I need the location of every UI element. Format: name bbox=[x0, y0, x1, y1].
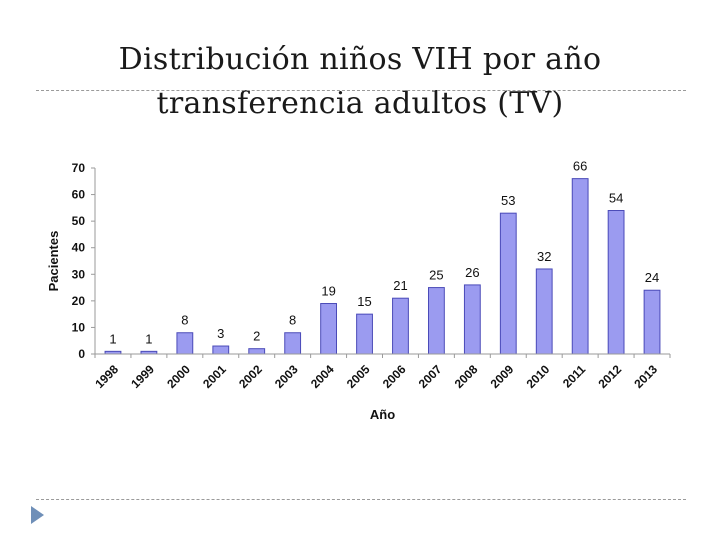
footer-divider bbox=[36, 499, 686, 500]
data-label-2005: 15 bbox=[357, 294, 371, 309]
y-tick-label: 0 bbox=[78, 347, 85, 361]
bar-2012 bbox=[607, 210, 625, 355]
data-label-2009: 53 bbox=[501, 193, 515, 208]
x-tick-label-2012: 2012 bbox=[595, 362, 624, 391]
data-label-2013: 24 bbox=[645, 270, 659, 285]
data-label-2004: 19 bbox=[321, 284, 335, 299]
data-label-2001: 3 bbox=[217, 326, 224, 341]
bar-2013 bbox=[643, 289, 661, 355]
x-axis-label: Año bbox=[370, 407, 395, 422]
bar-2007 bbox=[428, 287, 445, 355]
x-tick-label-2010: 2010 bbox=[524, 362, 553, 391]
data-label-2012: 54 bbox=[609, 191, 623, 206]
data-label-2003: 8 bbox=[289, 313, 296, 328]
bar-2004 bbox=[320, 303, 337, 355]
y-tick-label: 10 bbox=[72, 320, 86, 334]
x-tick-label-2000: 2000 bbox=[164, 362, 193, 391]
next-slide-arrow-icon[interactable] bbox=[31, 506, 44, 524]
data-label-1999: 1 bbox=[145, 331, 152, 346]
data-label-2011: 66 bbox=[573, 159, 587, 174]
data-label-1998: 1 bbox=[109, 331, 116, 346]
y-tick-label: 50 bbox=[72, 214, 86, 228]
x-tick-label-2009: 2009 bbox=[488, 362, 517, 391]
bar-2006 bbox=[392, 297, 409, 355]
x-tick-label-1998: 1998 bbox=[92, 362, 121, 391]
x-tick-label-2013: 2013 bbox=[631, 362, 660, 391]
x-tick-label-2011: 2011 bbox=[560, 362, 589, 391]
x-tick-label-1999: 1999 bbox=[128, 362, 157, 391]
y-tick-label: 30 bbox=[72, 267, 86, 281]
data-label-2007: 25 bbox=[429, 268, 443, 283]
x-tick-label-2001: 2001 bbox=[200, 362, 229, 391]
bar-2001 bbox=[212, 345, 230, 355]
data-label-2010: 32 bbox=[537, 249, 551, 264]
x-tick-label-2007: 2007 bbox=[416, 362, 445, 391]
bar-2005 bbox=[356, 313, 373, 355]
bar-2009 bbox=[499, 212, 517, 355]
y-tick-label: 40 bbox=[72, 241, 86, 255]
bar-2008 bbox=[463, 284, 481, 355]
data-label-2006: 21 bbox=[393, 278, 407, 293]
bar-2003 bbox=[284, 332, 302, 355]
x-tick-label-2002: 2002 bbox=[236, 362, 265, 391]
data-label-2002: 2 bbox=[253, 329, 260, 344]
y-tick-label: 20 bbox=[72, 294, 86, 308]
x-tick-label-2008: 2008 bbox=[452, 362, 481, 391]
x-tick-label-2003: 2003 bbox=[272, 362, 301, 391]
y-axis-label: Pacientes bbox=[46, 231, 61, 292]
bar-2010 bbox=[535, 268, 553, 355]
x-tick-label-2005: 2005 bbox=[344, 362, 373, 391]
bar-2002 bbox=[248, 348, 266, 355]
data-label-2008: 26 bbox=[465, 265, 479, 280]
bar-2011 bbox=[571, 178, 589, 355]
bar-2000 bbox=[176, 332, 194, 355]
x-tick-label-2006: 2006 bbox=[380, 362, 409, 391]
slide-title: Distribución niños VIH por año transfere… bbox=[118, 42, 602, 121]
data-label-2000: 8 bbox=[181, 313, 188, 328]
y-tick-label: 70 bbox=[72, 161, 86, 175]
y-tick-label: 60 bbox=[72, 188, 86, 202]
title-divider bbox=[36, 90, 686, 91]
x-tick-label-2004: 2004 bbox=[308, 362, 337, 391]
